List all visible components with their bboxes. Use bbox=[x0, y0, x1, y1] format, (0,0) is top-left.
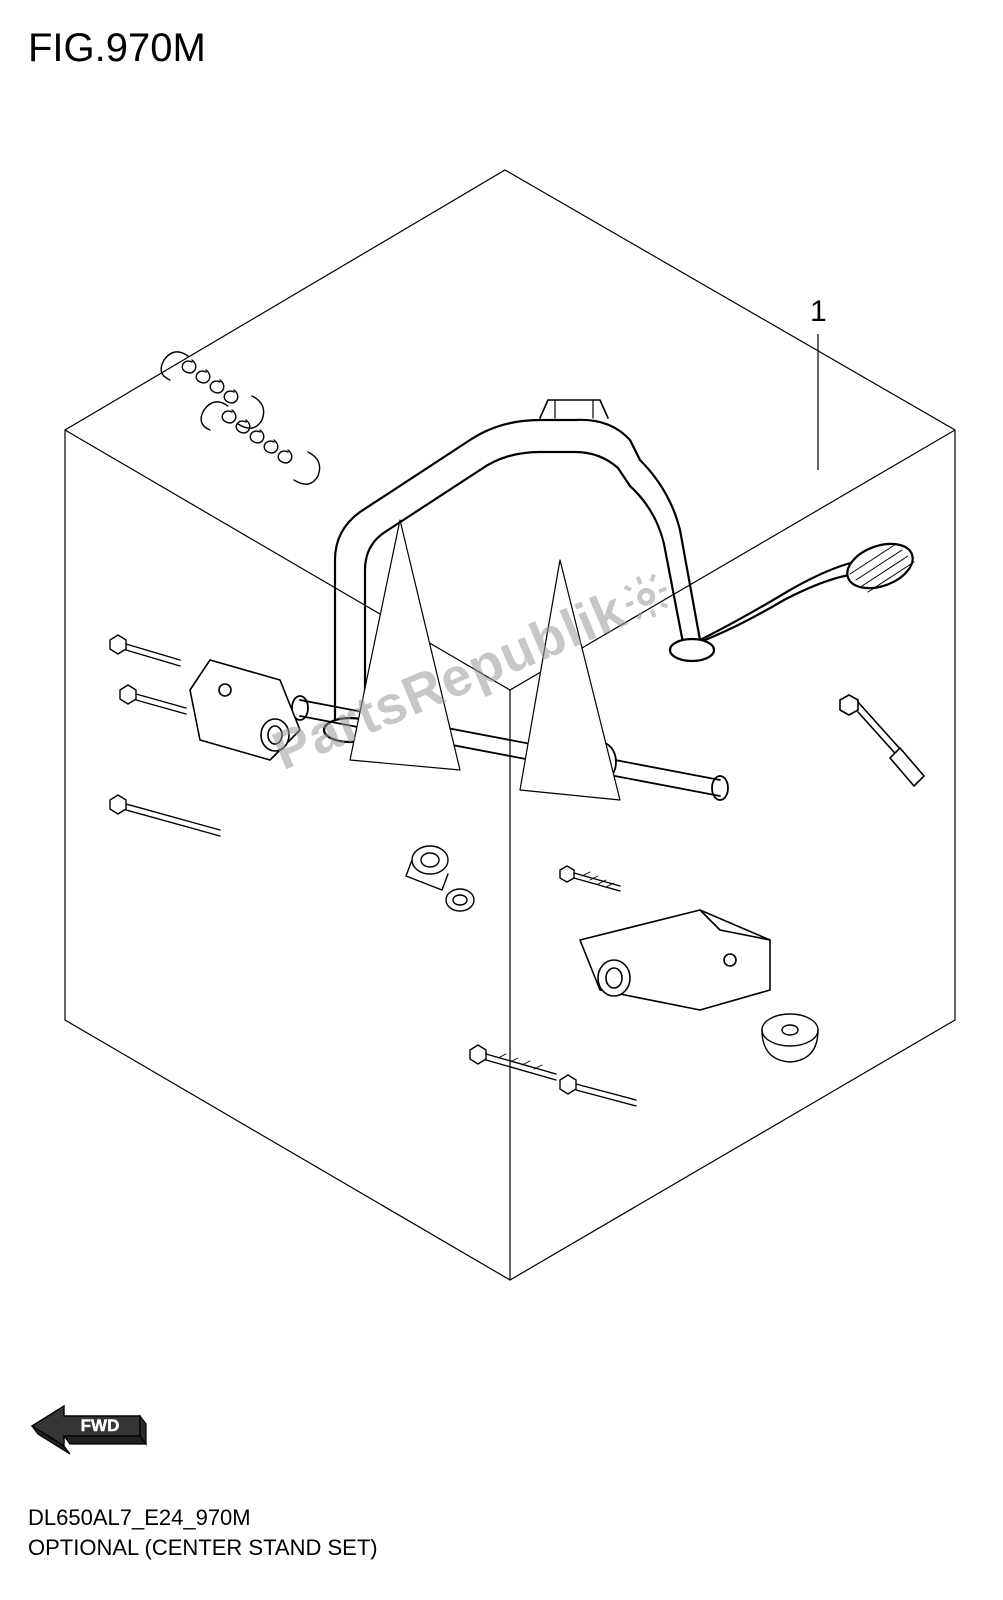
fwd-badge: FWD bbox=[28, 1400, 148, 1456]
foot-pad bbox=[841, 536, 919, 597]
page-root: FIG.970M bbox=[0, 0, 1003, 1600]
fwd-arrow-icon: FWD bbox=[28, 1400, 148, 1456]
spring-1 bbox=[161, 352, 264, 428]
mount-cones bbox=[350, 520, 620, 800]
center-stand-assembly bbox=[110, 352, 924, 1106]
parts-diagram bbox=[0, 0, 1003, 1600]
pivot-pin bbox=[840, 695, 924, 786]
callout-1: 1 bbox=[810, 295, 827, 329]
spring-2 bbox=[201, 402, 320, 484]
doc-subtitle: OPTIONAL (CENTER STAND SET) bbox=[28, 1535, 378, 1561]
center-bushings bbox=[406, 846, 474, 911]
doc-code: DL650AL7_E24_970M bbox=[28, 1505, 251, 1531]
right-bracket bbox=[580, 910, 770, 1010]
fwd-label: FWD bbox=[81, 1416, 120, 1435]
left-bracket bbox=[190, 660, 300, 760]
